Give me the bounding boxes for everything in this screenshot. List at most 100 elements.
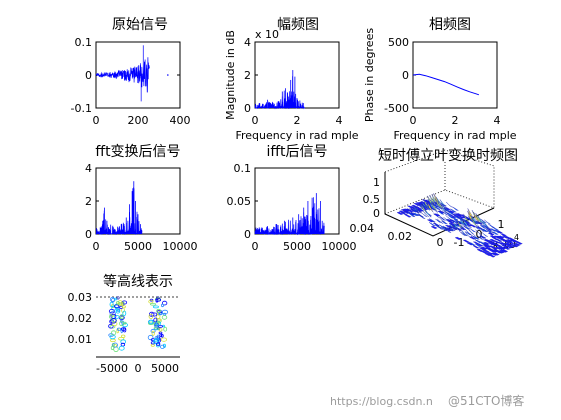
contour-line xyxy=(153,317,158,323)
surface-cell xyxy=(449,214,457,218)
surface-cell xyxy=(480,225,487,229)
x-tick-label: 5000 xyxy=(151,362,179,375)
contour-line xyxy=(114,297,118,301)
surface-cell xyxy=(509,239,517,243)
surface-cell xyxy=(488,223,495,228)
surface-cell xyxy=(443,225,450,230)
x-tick-label: 10000 xyxy=(322,240,357,253)
contour-line xyxy=(161,309,169,315)
contour-line xyxy=(147,321,154,325)
surface-cell xyxy=(465,219,472,226)
chart-title: fft变换后信号 xyxy=(95,143,180,160)
contour-line xyxy=(156,296,160,300)
surface-cell xyxy=(488,254,496,258)
surface-cell xyxy=(503,246,511,250)
x-tick-label: 0 xyxy=(135,362,142,375)
surface-cell xyxy=(429,194,436,205)
x-tick-label: 0 xyxy=(93,114,100,127)
surface-cell xyxy=(406,209,414,213)
y-tick-label: 0.02 xyxy=(68,312,93,325)
surface-cell xyxy=(459,217,466,227)
signal-trace xyxy=(95,57,150,93)
contour-line xyxy=(148,313,154,319)
surface-cell xyxy=(441,205,448,214)
surface-cell xyxy=(476,243,484,247)
contour-line xyxy=(108,309,115,314)
surface-cell xyxy=(426,201,434,213)
surface-cell xyxy=(422,210,430,218)
surface-cell xyxy=(469,229,476,237)
surface-cell xyxy=(439,216,446,221)
contour-line xyxy=(111,330,117,336)
surface-cell xyxy=(462,239,470,243)
surface-cell xyxy=(435,198,442,210)
chart-title: ifft后信号 xyxy=(266,144,327,160)
contour-line xyxy=(152,305,159,309)
surface-cell xyxy=(485,228,492,234)
subplot-ifft: ifft后信号 0.1 0.05 0 0 5000 10000 xyxy=(227,144,357,253)
contour-line xyxy=(111,321,118,327)
contour-line xyxy=(113,346,119,352)
surface-cell xyxy=(475,213,482,224)
contour-line xyxy=(155,298,162,302)
surface-cell xyxy=(479,227,487,232)
contour-line xyxy=(148,319,154,325)
surface-cell xyxy=(421,201,428,209)
subplot-magnitude: 幅频图 x 10 4 2 0 0 2 4 Frequency in rad mp… xyxy=(224,17,359,142)
contour-line xyxy=(119,314,124,320)
surface-cell xyxy=(424,209,432,218)
contour-line xyxy=(161,300,168,306)
surface-cell xyxy=(430,225,438,229)
contour-line xyxy=(114,304,120,309)
y-tick-label: 0.04 xyxy=(350,222,375,235)
surface-cell xyxy=(497,242,505,245)
x-tick-label: -5000 xyxy=(96,362,128,375)
contour-line xyxy=(115,309,121,314)
y-tick-label: 2 xyxy=(244,69,251,82)
y-tick-label: 4 xyxy=(85,162,92,175)
surface-cell xyxy=(487,241,495,245)
y-axis-label: Phase in degrees xyxy=(363,28,376,122)
contour-line xyxy=(159,344,165,349)
contour-line xyxy=(157,320,161,324)
contour-line xyxy=(108,323,114,329)
surface-cell xyxy=(481,232,488,237)
surface-cell xyxy=(480,250,488,254)
surface-cell xyxy=(444,208,451,212)
x-tick-label: 400 xyxy=(170,114,191,127)
surface-cell xyxy=(494,229,501,234)
surface-cell xyxy=(445,215,452,221)
exponent-label: x 10 xyxy=(255,28,279,41)
contour-line xyxy=(147,334,154,341)
z-tick-label: 0.5 xyxy=(363,193,381,206)
contour-line xyxy=(158,328,163,332)
y-tick-label: 0 xyxy=(402,69,409,82)
surface-cell xyxy=(487,228,495,234)
y-tick-label: 2 xyxy=(85,195,92,208)
contour-line xyxy=(119,321,124,327)
y-tick-label: 0.01 xyxy=(68,333,93,346)
surface-cell xyxy=(485,239,493,243)
y-tick-label: 0 xyxy=(437,236,444,249)
contour-line xyxy=(150,328,156,334)
contour-line xyxy=(110,338,116,343)
contour-line xyxy=(163,326,168,332)
surface-cell xyxy=(505,245,513,249)
contour-line xyxy=(160,337,167,342)
x-tick-label: 200 xyxy=(128,114,149,127)
contour-line xyxy=(110,345,115,350)
subplot-phase: 相频图 500 0 -500 0 2 4 Frequency in rad mp… xyxy=(363,17,517,142)
surface-cell xyxy=(416,211,424,218)
surface-cell xyxy=(429,218,436,223)
x-tick-label: 5000 xyxy=(283,240,311,253)
contour-line xyxy=(117,327,122,331)
surface-cell xyxy=(431,201,438,212)
contour-line xyxy=(109,314,113,319)
surface-cell xyxy=(481,219,489,228)
surface-cell xyxy=(490,252,498,256)
surface-cell xyxy=(439,217,446,223)
x-tick-label: 0 xyxy=(410,114,417,127)
surface-cell xyxy=(463,219,471,224)
x-axis-label: Frequency in rad mple xyxy=(393,129,516,142)
x-tick-label: 0 xyxy=(252,114,259,127)
